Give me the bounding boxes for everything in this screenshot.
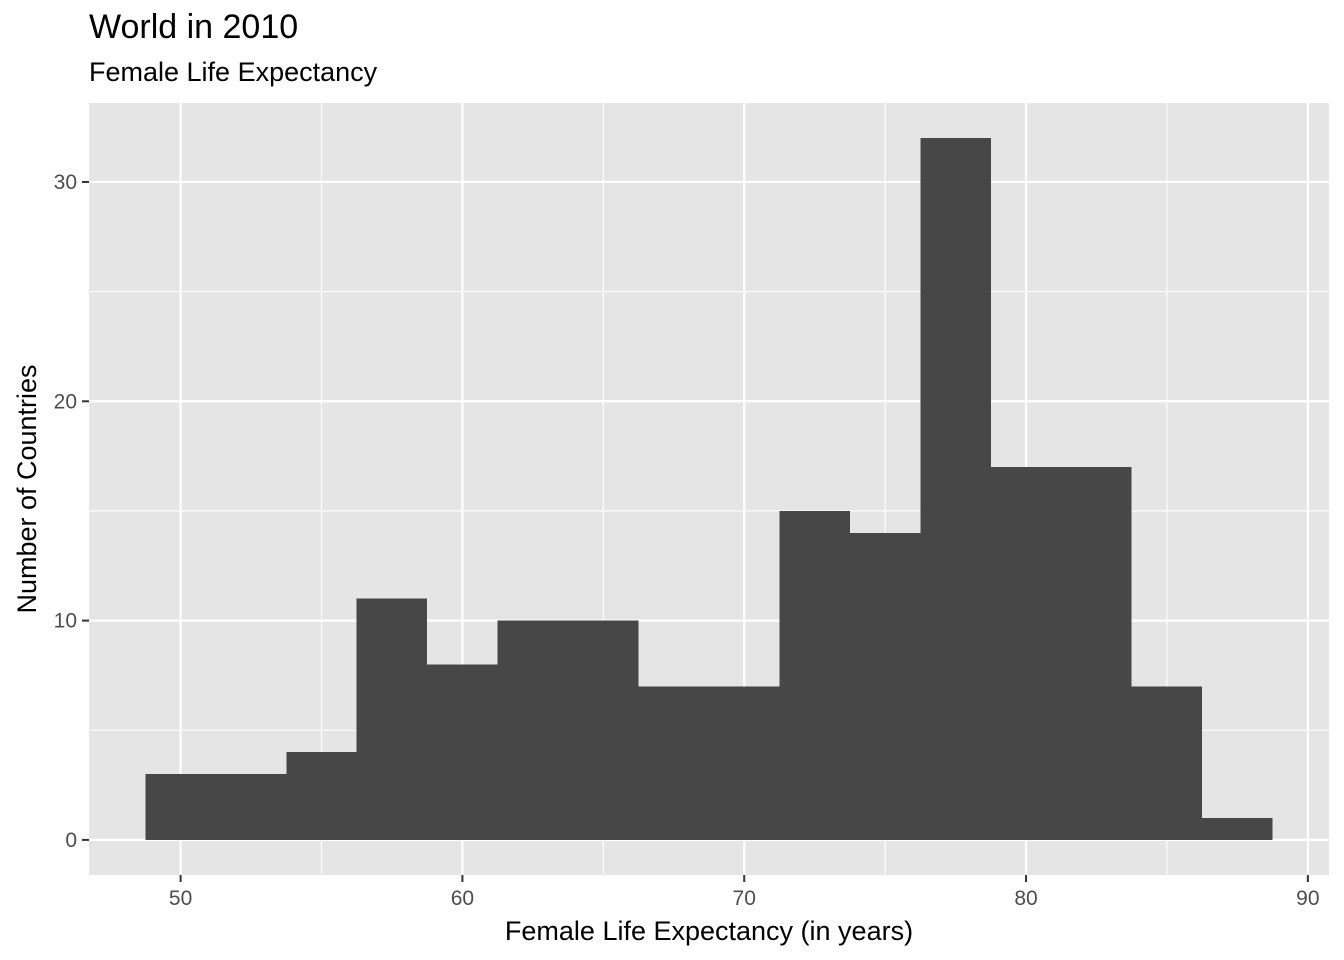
histogram-bar — [427, 664, 498, 840]
histogram-bar — [638, 686, 709, 840]
histogram-bar — [1061, 467, 1132, 840]
histogram-bar — [356, 598, 428, 840]
y-axis: 0 10 20 30 — [54, 171, 89, 852]
histogram-bar — [1202, 817, 1273, 840]
histogram-bar — [920, 138, 991, 840]
histogram-bar — [215, 774, 287, 840]
histogram-bar — [568, 620, 639, 840]
histogram-bars — [145, 138, 1273, 840]
histogram-bar — [286, 752, 357, 840]
histogram-bar — [1131, 686, 1203, 840]
y-tick-label: 20 — [54, 390, 77, 413]
x-axis: 50 60 70 80 90 — [169, 875, 1320, 910]
y-tick-label: 0 — [65, 829, 77, 852]
y-tick-label: 30 — [54, 171, 77, 194]
x-tick-label: 90 — [1296, 887, 1319, 910]
histogram-bar — [497, 620, 569, 840]
histogram-bar — [779, 510, 850, 840]
chart-subtitle: Female Life Expectancy — [89, 57, 378, 87]
histogram-bar — [709, 686, 780, 840]
x-tick-label: 70 — [733, 887, 756, 910]
histogram-bar — [145, 774, 216, 840]
histogram-bar — [849, 532, 921, 840]
chart-title: World in 2010 — [89, 8, 299, 46]
y-axis-title: Number of Countries — [12, 364, 42, 613]
y-tick-label: 10 — [54, 610, 77, 633]
x-axis-title: Female Life Expectancy (in years) — [505, 916, 913, 946]
x-tick-label: 50 — [169, 887, 192, 910]
x-tick-label: 80 — [1014, 887, 1037, 910]
x-tick-label: 60 — [451, 887, 474, 910]
histogram-bar — [990, 467, 1062, 840]
